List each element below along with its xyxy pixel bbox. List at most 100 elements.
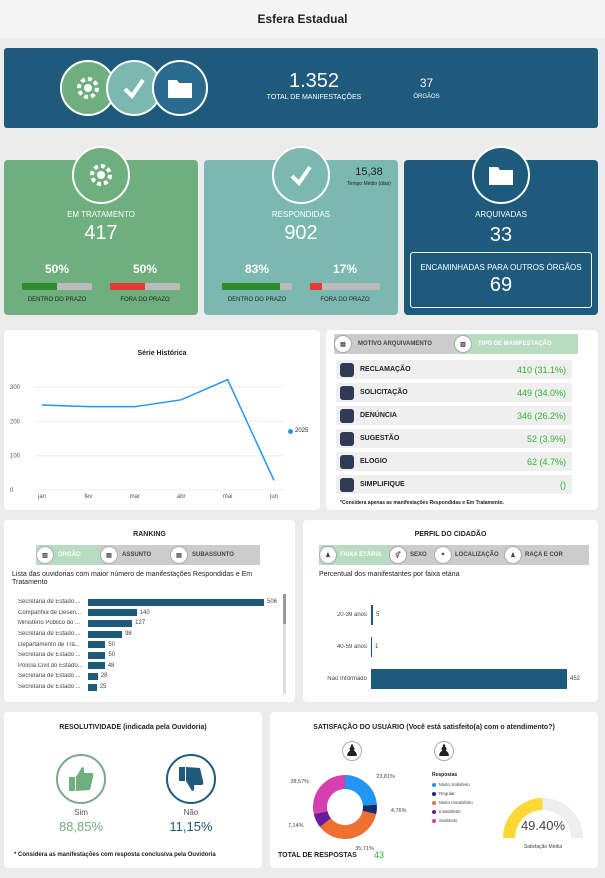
card-value: 417 (84, 222, 118, 244)
legend-label: Satisfeito (439, 818, 458, 823)
check-icon (272, 146, 330, 204)
perfil-row[interactable]: 20-39 anos 5 (311, 600, 591, 630)
tab-label: SUBASSUNTO (192, 552, 234, 558)
card-label: RESPONDIDAS (271, 210, 331, 219)
ranking-row[interactable]: Secretaria de Estado ... 506 (18, 597, 282, 608)
legend-item: Muito Insatisfeito (432, 798, 473, 807)
sim-value: 88,85% (58, 819, 104, 834)
slice-label: 4,76% (391, 808, 407, 814)
thumbs-up-icon (56, 754, 106, 804)
bar (88, 598, 264, 606)
tipo-row[interactable]: DENÚNCIA 346 (26.2%) (336, 406, 572, 425)
legend-dot (432, 782, 436, 787)
tab-assunto[interactable]: ▤ ASSUNTO (100, 545, 170, 565)
bar-label: 20-39 anos (336, 612, 367, 618)
folder-icon (152, 60, 208, 116)
tipo-row[interactable]: SUGESTÃO 52 (3.9%) (336, 429, 572, 448)
legend-item: Muito Satisfeito (432, 780, 473, 789)
tab-raca-cor[interactable]: ♟ RAÇA E COR (504, 545, 589, 565)
card-value: 33 (489, 224, 513, 246)
bar-label: Secretaria de Estado ... (18, 631, 81, 638)
page-title: Esfera Estadual (0, 0, 605, 38)
tab-tipo-manifestacao[interactable]: ▥ TIPO DE MANIFESTAÇÃO (454, 334, 578, 354)
tab-sexo[interactable]: ⚥ SEXO (389, 545, 434, 565)
thumbs-up-icon (340, 454, 354, 469)
encaminhadas-label: ENCAMINHADAS PARA OUTROS ÓRGÃOS (420, 263, 582, 272)
legend-dot (432, 791, 436, 796)
dentro-label: DENTRO DO PRAZO (227, 297, 287, 303)
tipo-row[interactable]: RECLAMAÇÃO 410 (31.1%) (336, 360, 572, 379)
nao-value: 11,15% (169, 819, 213, 834)
tipo-value: 449 (34.0%) (516, 387, 566, 398)
serie-historica-panel: Série Histórica 300 200 100 0 jan fev mar abr ma… (4, 330, 320, 510)
encaminhadas-value: 69 (489, 274, 513, 296)
tab-orgao[interactable]: ▥ ÓRGÃO (36, 545, 100, 565)
folder-icon (472, 146, 530, 204)
tipo-value: 52 (3.9%) (526, 433, 566, 444)
ranking-row[interactable]: Ministério Público do ... 127 (18, 618, 282, 629)
ranking-row[interactable]: Departamento de Trâ... 50 (18, 639, 282, 650)
tab-label: LOCALIZAÇÃO (455, 552, 499, 558)
tipo-row[interactable]: ELOGIO 62 (4.7%) (336, 452, 572, 471)
bar-value: 25 (99, 684, 107, 691)
satisfacao-donut: 23,81% 4,76% 35,71% 7,14% 28,57% (288, 774, 407, 852)
card-arquivadas: ARQUIVADAS 33 ENCAMINHADAS PARA OUTROS Ó… (404, 146, 598, 315)
tab-subassunto[interactable]: ▤ SUBASSUNTO (170, 545, 260, 565)
slice-label: 35,71% (355, 846, 374, 852)
chart-icon: ▥ (454, 335, 472, 353)
satisfacao-panel: SATISFAÇÃO DO USUÁRIO (Você está satisfe… (270, 712, 598, 868)
resol-title: RESOLUTIVIDADE (indicada pela Ouvidoria) (59, 724, 207, 731)
perfil-panel: PERFIL DO CIDADÃO ♟ FAIXA ETÁRIA ⚥ SEXO ⌖ L… (303, 520, 598, 702)
tipo-row[interactable]: SIMPLIFIQUE () (336, 475, 572, 494)
doc-icon: ▤ (334, 335, 352, 353)
gauge-value: 49.40% (520, 818, 566, 833)
nao-label: Não (183, 808, 199, 817)
ranking-title: RANKING (133, 531, 166, 538)
dentro-label: DENTRO DO PRAZO (27, 297, 87, 303)
summary-banner: 1.352 TOTAL DE MANIFESTAÇÕES 37 ÓRGÃOS (4, 48, 598, 128)
bar (88, 619, 133, 627)
dentro-bar (22, 283, 92, 290)
chart-title: Série Histórica (137, 350, 187, 357)
ranking-row[interactable]: Polícia Civil do Estado... 48 (18, 661, 282, 672)
ranking-tabs: ▥ ÓRGÃO ▤ ASSUNTO ▤ SUBASSUNTO (36, 545, 260, 565)
ranking-row[interactable]: Secretaria de Estado ... 98 (18, 629, 282, 640)
fora-bar (110, 283, 180, 290)
tab-label: FAIXA ETÁRIA (340, 552, 382, 558)
gauge-label: Satisfação Média (523, 844, 563, 850)
orgaos-value: 37 (419, 76, 434, 90)
perfil-row[interactable]: 40-59 anos 1 (311, 632, 591, 662)
people-icon: ♟ (342, 741, 362, 761)
tipo-row[interactable]: SOLICITAÇÃO 449 (34.0%) (336, 383, 572, 402)
tab-label: RAÇA E COR (525, 552, 563, 558)
bar-label: Secretaria de Estado ... (18, 652, 81, 659)
tab-faixa-etaria[interactable]: ♟ FAIXA ETÁRIA (319, 545, 389, 565)
tab-label: ÓRGÃO (58, 552, 81, 558)
ranking-row[interactable]: Secretaria de Estado ... 25 (18, 682, 282, 693)
thumbs-down-icon (166, 754, 216, 804)
ranking-subtitle: Lista das ouvidorias com maior número de… (12, 571, 253, 586)
perfil-row[interactable]: Não Informado 452 (311, 664, 591, 694)
tab-label: MOTIVO ARQUIVAMENTO (358, 341, 432, 347)
gender-icon: ⚥ (389, 546, 407, 564)
tipo-value: () (560, 479, 566, 490)
scrollbar[interactable] (283, 594, 286, 694)
bar (88, 609, 137, 617)
bar-label: Ministério Público do ... (18, 620, 81, 627)
chart-icon: ▥ (36, 546, 54, 564)
legend-dot (432, 809, 436, 814)
lightbulb-icon (340, 431, 354, 446)
bar (371, 637, 372, 657)
ranking-row[interactable]: Secretaria de Estado ... 50 (18, 650, 282, 661)
gauge-fill (503, 798, 543, 838)
tipo-label: SUGESTÃO (360, 435, 400, 442)
ranking-row[interactable]: Secretaria de Estado ... 28 (18, 671, 282, 682)
ranking-row[interactable]: Companhia de Desen... 140 (18, 608, 282, 619)
bar-label: 40-59 anos (336, 644, 367, 650)
tab-localizacao[interactable]: ⌖ LOCALIZAÇÃO (434, 545, 504, 565)
donut-slice (313, 811, 331, 827)
tab-motivo-arquivamento[interactable]: ▤ MOTIVO ARQUIVAMENTO (334, 334, 454, 354)
total-value: 1.352 (288, 70, 340, 92)
x-tick-label: jan (37, 494, 46, 500)
bar (88, 630, 123, 638)
